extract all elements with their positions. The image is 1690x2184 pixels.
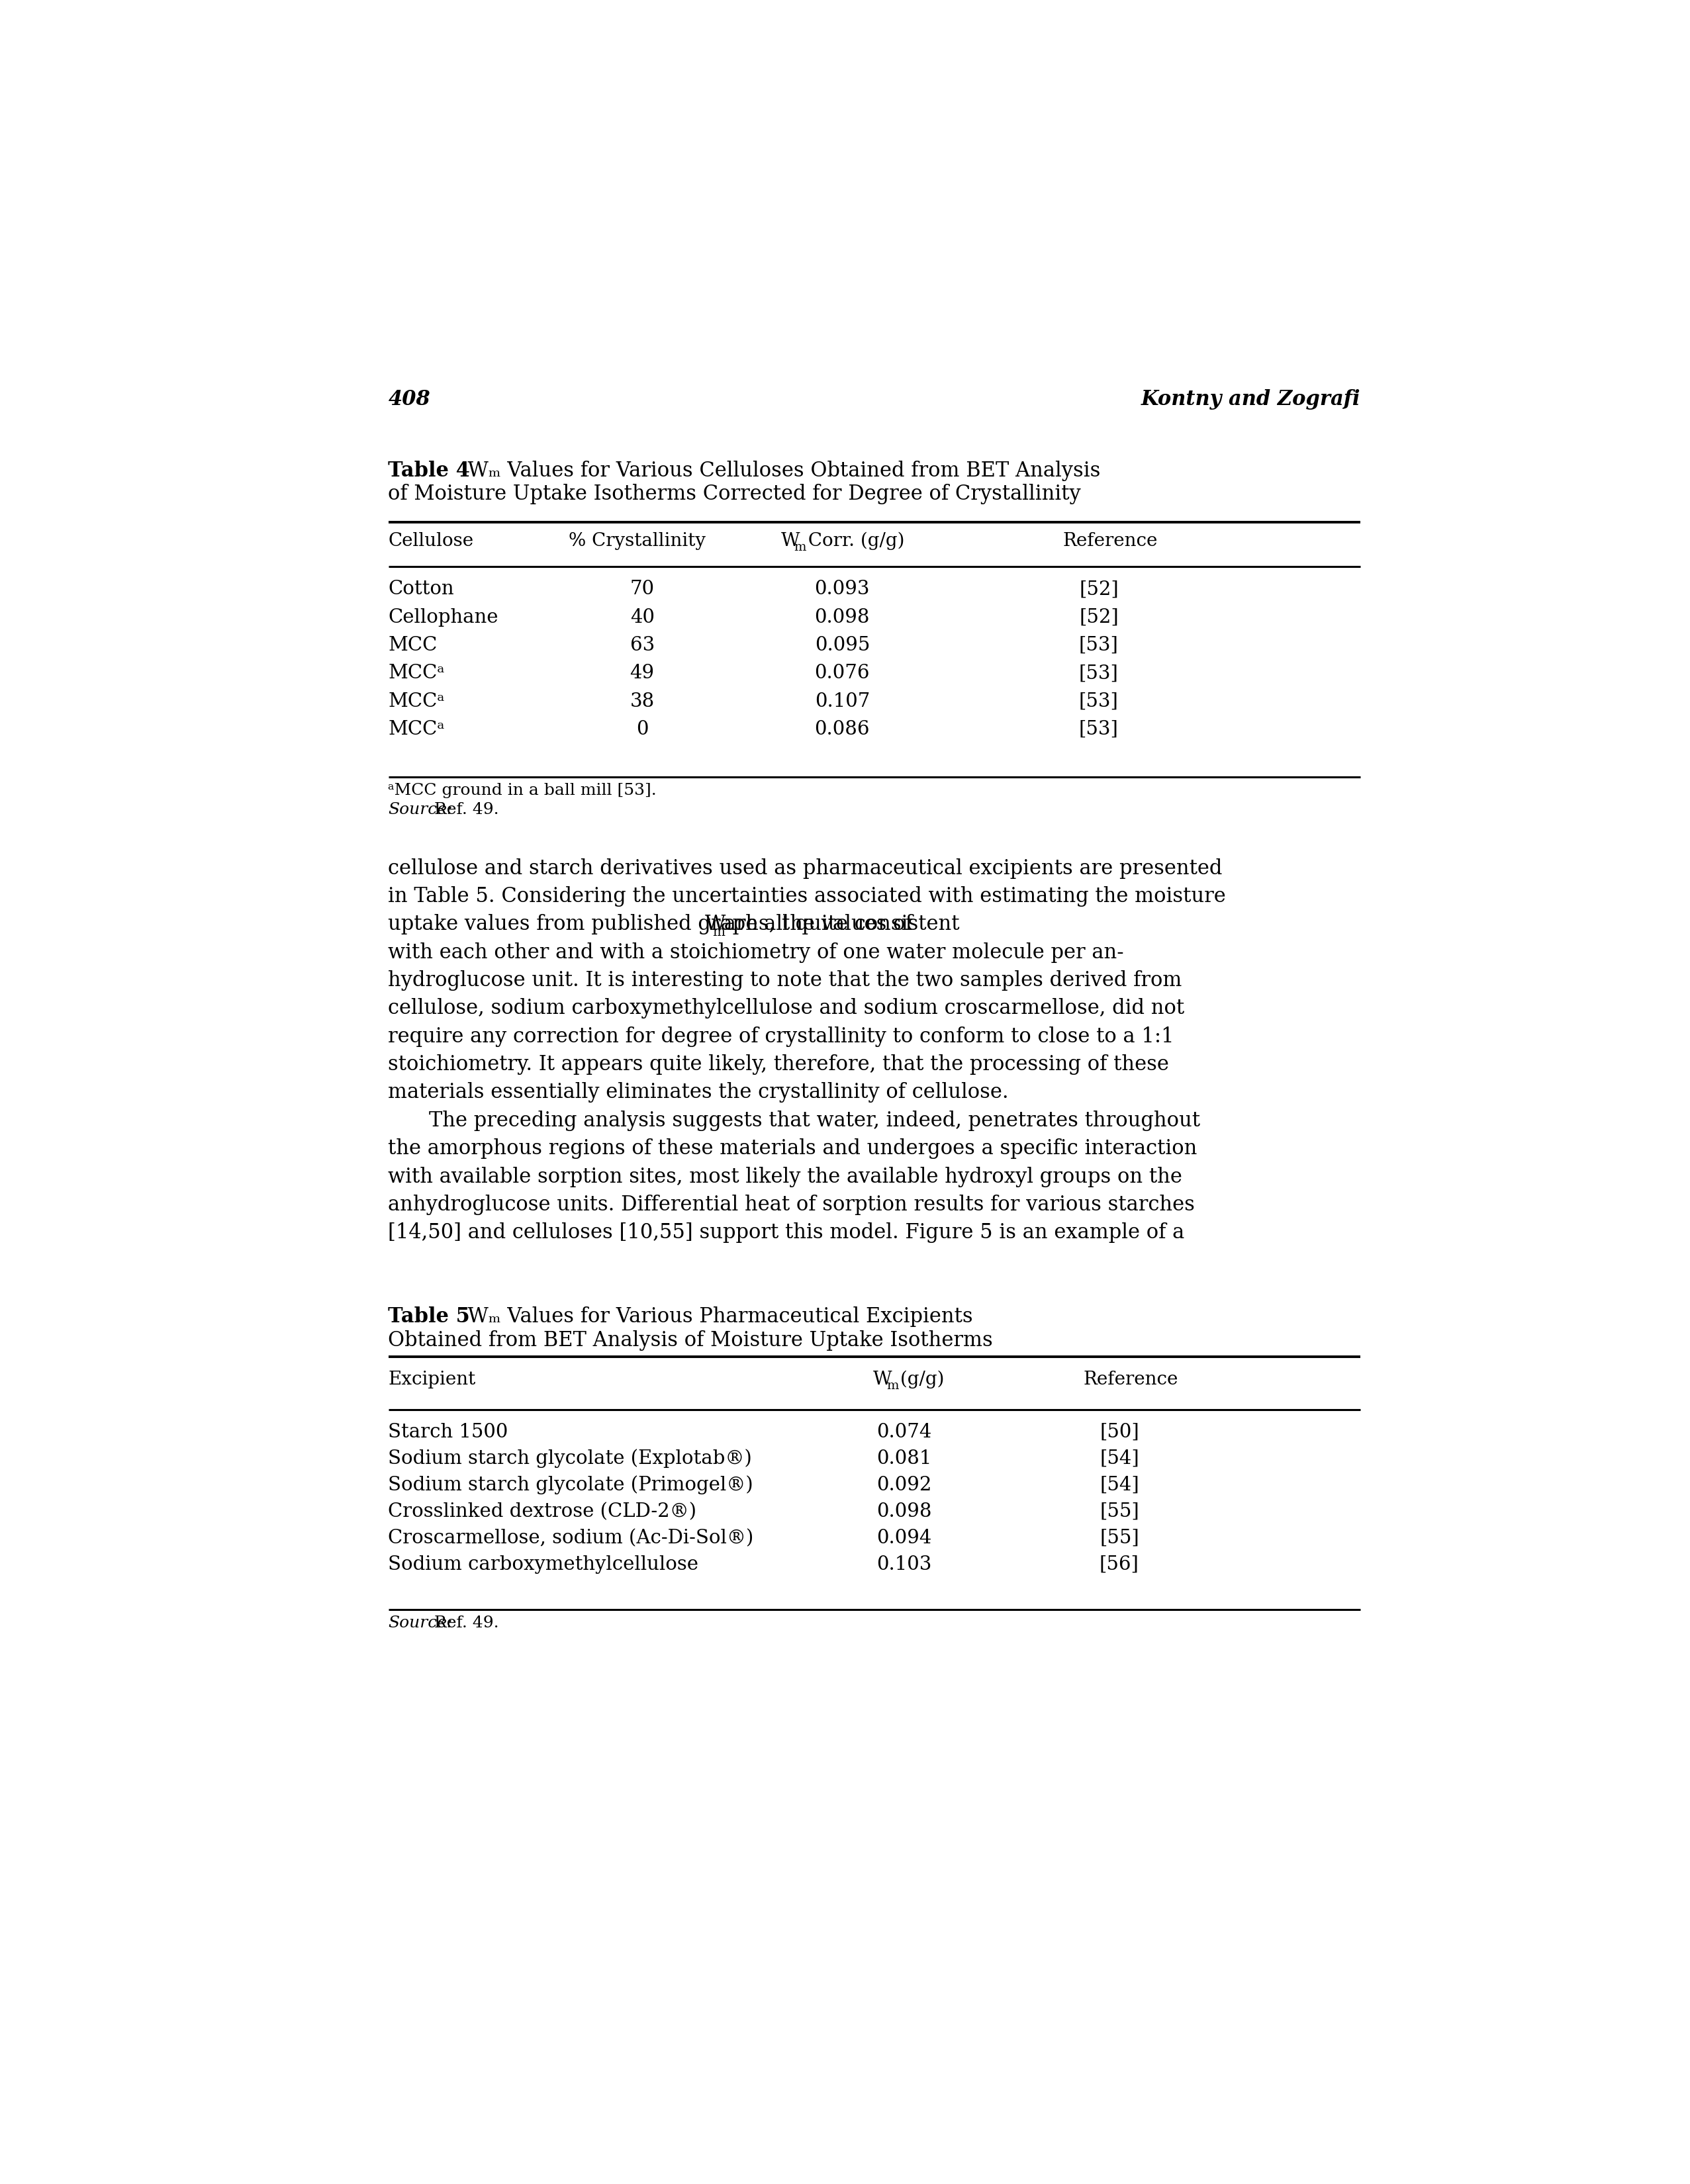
Text: Crosslinked dextrose (CLD-2®): Crosslinked dextrose (CLD-2®)	[389, 1503, 696, 1520]
Text: W: W	[705, 915, 725, 935]
Text: [50]: [50]	[1100, 1422, 1139, 1441]
Text: [53]: [53]	[1078, 721, 1119, 738]
Text: Table 4: Table 4	[389, 461, 470, 480]
Text: cellulose, sodium carboxymethylcellulose and sodium croscarmellose, did not: cellulose, sodium carboxymethylcellulose…	[389, 998, 1185, 1018]
Text: are all quite consistent: are all quite consistent	[717, 915, 960, 935]
Text: [54]: [54]	[1100, 1450, 1139, 1468]
Text: 0.098: 0.098	[815, 607, 870, 627]
Text: anhydroglucose units. Differential heat of sorption results for various starches: anhydroglucose units. Differential heat …	[389, 1195, 1195, 1214]
Text: ᵃMCC ground in a ball mill [53].: ᵃMCC ground in a ball mill [53].	[389, 782, 657, 797]
Text: 0.107: 0.107	[815, 692, 870, 710]
Text: m: m	[886, 1380, 899, 1391]
Text: Cellulose: Cellulose	[389, 533, 473, 550]
Text: % Crystallinity: % Crystallinity	[568, 533, 705, 550]
Text: Sodium starch glycolate (Primogel®): Sodium starch glycolate (Primogel®)	[389, 1474, 754, 1494]
Text: Sodium carboxymethylcellulose: Sodium carboxymethylcellulose	[389, 1555, 698, 1575]
Text: [55]: [55]	[1100, 1503, 1139, 1520]
Text: with available sorption sites, most likely the available hydroxyl groups on the: with available sorption sites, most like…	[389, 1166, 1183, 1188]
Text: [53]: [53]	[1078, 636, 1119, 655]
Text: Obtained from BET Analysis of Moisture Uptake Isotherms: Obtained from BET Analysis of Moisture U…	[389, 1330, 994, 1350]
Text: Cotton: Cotton	[389, 581, 455, 598]
Text: require any correction for degree of crystallinity to conform to close to a 1:1: require any correction for degree of cry…	[389, 1026, 1175, 1046]
Text: [54]: [54]	[1100, 1476, 1139, 1494]
Text: 0.092: 0.092	[875, 1476, 931, 1494]
Text: Sodium starch glycolate (Explotab®): Sodium starch glycolate (Explotab®)	[389, 1448, 752, 1468]
Text: Source:: Source:	[389, 1616, 453, 1631]
Text: 0.076: 0.076	[815, 664, 870, 681]
Text: m: m	[711, 926, 725, 939]
Text: W: W	[781, 533, 799, 550]
Text: (g/g): (g/g)	[894, 1369, 945, 1389]
Text: Reference: Reference	[1083, 1369, 1178, 1389]
Text: The preceding analysis suggests that water, indeed, penetrates throughout: The preceding analysis suggests that wat…	[429, 1109, 1200, 1131]
Text: [52]: [52]	[1078, 607, 1119, 627]
Text: MCC: MCC	[389, 636, 438, 655]
Text: [56]: [56]	[1100, 1555, 1139, 1575]
Text: Table 5: Table 5	[389, 1306, 470, 1328]
Text: of Moisture Uptake Isotherms Corrected for Degree of Crystallinity: of Moisture Uptake Isotherms Corrected f…	[389, 483, 1082, 505]
Text: Excipient: Excipient	[389, 1369, 477, 1389]
Text: uptake values from published graphs, the values of: uptake values from published graphs, the…	[389, 915, 919, 935]
Text: 0.074: 0.074	[875, 1422, 931, 1441]
Text: W: W	[874, 1369, 892, 1389]
Text: stoichiometry. It appears quite likely, therefore, that the processing of these: stoichiometry. It appears quite likely, …	[389, 1055, 1169, 1075]
Text: [55]: [55]	[1100, 1529, 1139, 1546]
Text: 0.098: 0.098	[875, 1503, 931, 1520]
Text: 38: 38	[630, 692, 654, 710]
Text: MCCᵃ: MCCᵃ	[389, 721, 444, 738]
Text: 40: 40	[630, 607, 654, 627]
Text: cellulose and starch derivatives used as pharmaceutical excipients are presented: cellulose and starch derivatives used as…	[389, 858, 1222, 878]
Text: 49: 49	[630, 664, 654, 681]
Text: [53]: [53]	[1078, 664, 1119, 681]
Text: [53]: [53]	[1078, 692, 1119, 710]
Text: 0.093: 0.093	[815, 581, 870, 598]
Text: Source:: Source:	[389, 802, 453, 817]
Text: 70: 70	[630, 581, 654, 598]
Text: MCCᵃ: MCCᵃ	[389, 664, 444, 681]
Text: 0: 0	[635, 721, 649, 738]
Text: Wₘ Values for Various Celluloses Obtained from BET Analysis: Wₘ Values for Various Celluloses Obtaine…	[455, 461, 1100, 480]
Text: in Table 5. Considering the uncertainties associated with estimating the moistur: in Table 5. Considering the uncertaintie…	[389, 887, 1227, 906]
Text: [52]: [52]	[1078, 581, 1119, 598]
Text: Croscarmellose, sodium (Ac-Di-Sol®): Croscarmellose, sodium (Ac-Di-Sol®)	[389, 1529, 754, 1546]
Text: [14,50] and celluloses [10,55] support this model. Figure 5 is an example of a: [14,50] and celluloses [10,55] support t…	[389, 1223, 1185, 1243]
Text: Starch 1500: Starch 1500	[389, 1422, 509, 1441]
Text: materials essentially eliminates the crystallinity of cellulose.: materials essentially eliminates the cry…	[389, 1083, 1009, 1103]
Text: 0.095: 0.095	[815, 636, 870, 655]
Text: with each other and with a stoichiometry of one water molecule per an-: with each other and with a stoichiometry…	[389, 941, 1124, 963]
Text: Wₘ Values for Various Pharmaceutical Excipients: Wₘ Values for Various Pharmaceutical Exc…	[455, 1306, 973, 1328]
Text: 408: 408	[389, 389, 431, 411]
Text: Ref. 49.: Ref. 49.	[429, 1616, 499, 1631]
Text: Cellophane: Cellophane	[389, 607, 499, 627]
Text: 63: 63	[630, 636, 654, 655]
Text: MCCᵃ: MCCᵃ	[389, 692, 444, 710]
Text: Reference: Reference	[1063, 533, 1158, 550]
Text: 0.086: 0.086	[815, 721, 870, 738]
Text: the amorphous regions of these materials and undergoes a specific interaction: the amorphous regions of these materials…	[389, 1138, 1198, 1160]
Text: 0.094: 0.094	[875, 1529, 931, 1546]
Text: hydroglucose unit. It is interesting to note that the two samples derived from: hydroglucose unit. It is interesting to …	[389, 970, 1183, 992]
Text: 0.103: 0.103	[875, 1555, 931, 1575]
Text: m: m	[794, 542, 806, 553]
Text: Kontny and Zografi: Kontny and Zografi	[1141, 389, 1360, 411]
Text: Ref. 49.: Ref. 49.	[429, 802, 499, 817]
Text: 0.081: 0.081	[875, 1450, 931, 1468]
Text: Corr. (g/g): Corr. (g/g)	[803, 533, 904, 550]
